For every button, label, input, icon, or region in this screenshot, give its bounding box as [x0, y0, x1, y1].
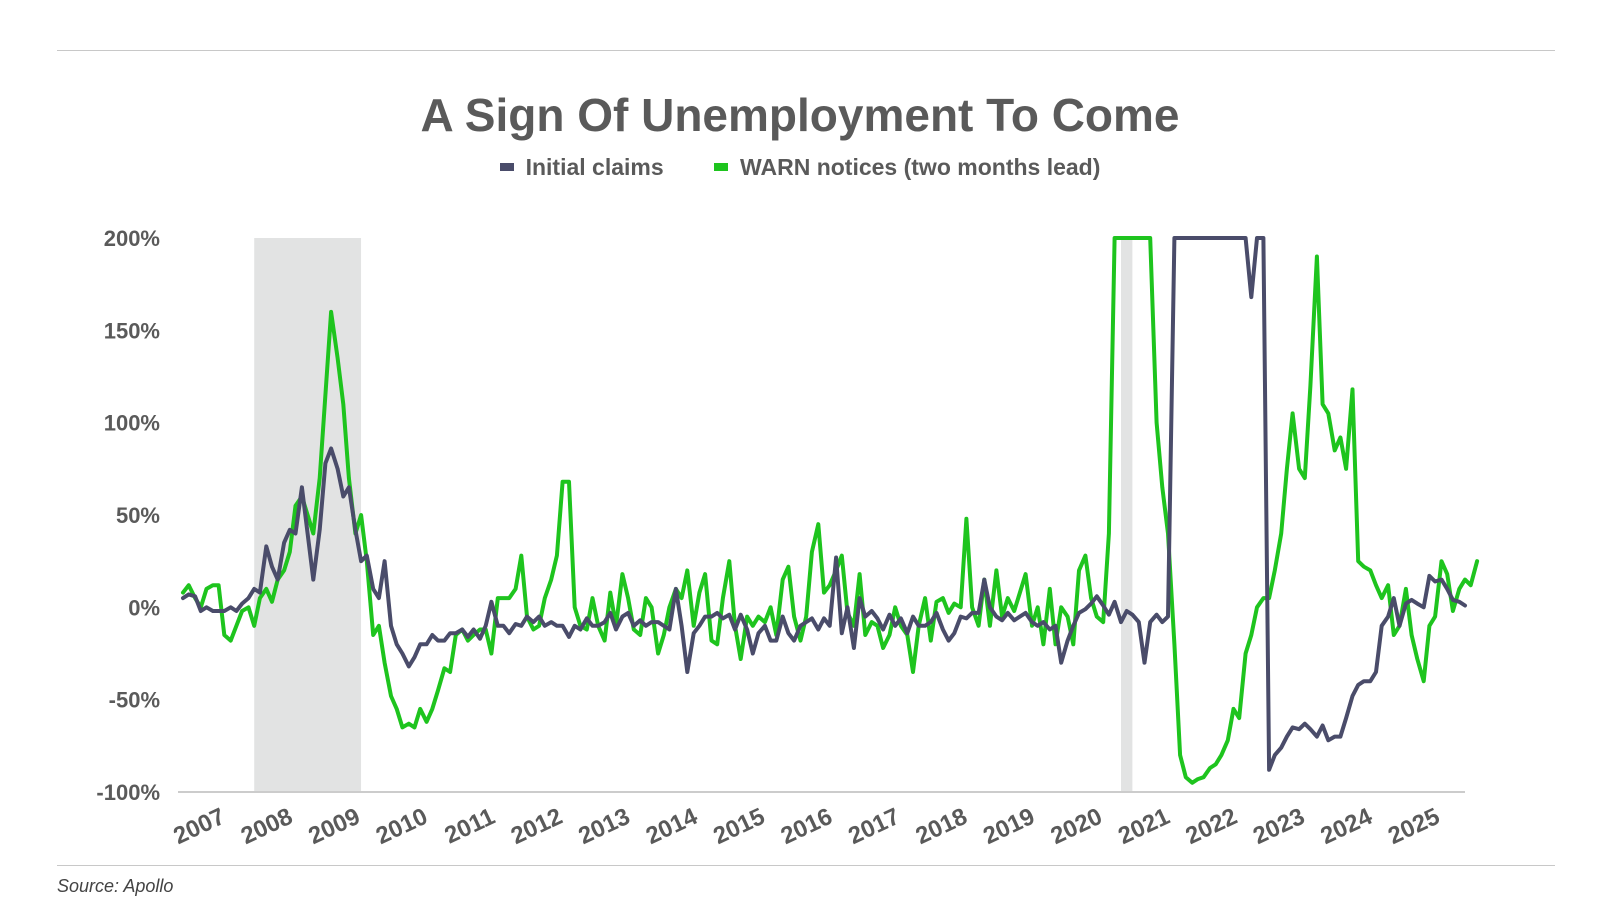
recession-band-2: [1120, 238, 1133, 792]
y-tick-label: -100%: [96, 780, 160, 805]
x-tick-label: 2017: [844, 803, 904, 850]
y-tick-label: 200%: [104, 226, 160, 251]
series-line-initial-claims: [181, 236, 1467, 772]
x-tick-label: 2018: [912, 803, 972, 850]
x-tick-label: 2024: [1317, 803, 1377, 850]
legend-item-warn: WARN notices (two months lead): [714, 154, 1100, 181]
legend-swatch-warn: [714, 162, 729, 171]
y-tick-label: 0%: [128, 595, 160, 620]
x-tick-label: 2019: [979, 803, 1039, 850]
source-note: Source: Apollo: [57, 876, 174, 896]
x-tick-label: 2015: [709, 803, 769, 850]
legend: Initial claims WARN notices (two months …: [0, 154, 1600, 181]
x-tick-label: 2021: [1114, 803, 1174, 850]
y-tick-label: 100%: [104, 411, 160, 436]
x-tick-label: 2011: [441, 803, 500, 849]
x-tick-label: 2012: [507, 803, 567, 850]
legend-swatch-claims: [499, 162, 514, 171]
legend-label-warn: WARN notices (two months lead): [740, 154, 1101, 180]
recession-shading: [254, 238, 1133, 792]
x-tick-label: 2025: [1384, 803, 1444, 850]
y-tick-label: -50%: [109, 688, 160, 713]
legend-item-claims: Initial claims: [499, 154, 664, 181]
x-tick-label: 2022: [1182, 803, 1242, 850]
x-axis-ticks: 2007 2008 2009 2010 2011 2012 2013 2014 2015 2016…: [169, 803, 1443, 850]
top-divider: [57, 50, 1555, 51]
x-tick-label: 2007: [169, 803, 229, 850]
series-layer: [181, 236, 1480, 785]
x-tick-label: 2013: [574, 803, 634, 850]
x-tick-label: 2009: [304, 803, 364, 850]
bottom-divider: [57, 865, 1555, 866]
x-tick-label: 2008: [237, 803, 297, 850]
x-tick-label: 2014: [642, 803, 702, 850]
chart-title: A Sign Of Unemployment To Come: [420, 89, 1180, 141]
y-tick-label: 150%: [104, 318, 160, 343]
y-tick-label: 50%: [116, 503, 160, 528]
x-tick-label: 2020: [1047, 803, 1107, 850]
series-line-warn-notices: [181, 236, 1480, 785]
x-tick-label: 2023: [1249, 803, 1309, 850]
y-axis-ticks: 200% 150% 100% 50% 0% -50% -100%: [96, 226, 160, 805]
x-tick-label: 2010: [372, 803, 432, 850]
legend-label-claims: Initial claims: [525, 154, 664, 180]
x-tick-label: 2016: [777, 803, 837, 850]
